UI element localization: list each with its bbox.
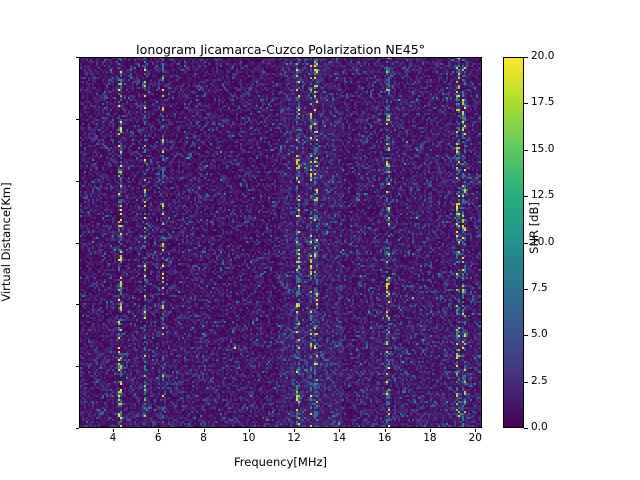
y-tick-mark bbox=[75, 243, 79, 244]
colorbar-tick-mark bbox=[524, 289, 528, 290]
y-tick-mark bbox=[75, 57, 79, 58]
x-tick-mark bbox=[430, 428, 431, 432]
x-tick-mark bbox=[385, 428, 386, 432]
x-tick-mark bbox=[249, 428, 250, 432]
x-tick-label: 16 bbox=[377, 432, 392, 444]
colorbar-tick-label: 12.5 bbox=[531, 189, 555, 202]
colorbar-tick-label: 10.0 bbox=[531, 235, 555, 248]
colorbar-tick-label: 5.0 bbox=[531, 328, 548, 341]
x-tick-label: 4 bbox=[109, 432, 117, 444]
x-axis-label: Frequency[MHz] bbox=[234, 455, 327, 469]
colorbar-tick-label: 2.5 bbox=[531, 374, 548, 387]
colorbar-tick-label: 7.5 bbox=[531, 281, 548, 294]
x-tick-mark bbox=[475, 428, 476, 432]
colorbar-tick-mark bbox=[524, 57, 528, 58]
y-tick-mark bbox=[75, 119, 79, 120]
colorbar-tick-label: 17.5 bbox=[531, 96, 555, 109]
x-tick-label: 10 bbox=[242, 432, 256, 444]
y-tick-mark bbox=[75, 428, 79, 429]
chart-title-line-1: Ionogram Jicamarca-Cuzco Polarization NE… bbox=[135, 42, 426, 57]
colorbar-gradient bbox=[504, 58, 523, 427]
colorbar-tick-mark bbox=[524, 196, 528, 197]
x-tick-label: 20 bbox=[468, 432, 482, 444]
colorbar-tick-label: 0.0 bbox=[531, 421, 548, 433]
y-tick-mark bbox=[75, 181, 79, 182]
colorbar-tick-mark bbox=[524, 150, 528, 151]
colorbar-tick-label: 20.0 bbox=[531, 50, 555, 62]
x-tick-mark bbox=[339, 428, 340, 432]
ionogram-heatmap bbox=[80, 58, 481, 427]
x-tick-label: 8 bbox=[200, 432, 207, 444]
x-tick-mark bbox=[113, 428, 114, 432]
colorbar-tick-mark bbox=[524, 428, 528, 429]
x-tick-label: 6 bbox=[154, 432, 162, 444]
x-tick-mark bbox=[204, 428, 205, 432]
x-tick-label: 12 bbox=[287, 432, 301, 444]
y-axis-label: Virtual Distance[Km] bbox=[0, 182, 13, 302]
x-tick-mark bbox=[294, 428, 295, 432]
colorbar-tick-mark bbox=[524, 103, 528, 104]
x-tick-mark bbox=[158, 428, 159, 432]
colorbar-tick-mark bbox=[524, 243, 528, 244]
colorbar-tick-mark bbox=[524, 335, 528, 336]
y-tick-mark bbox=[75, 304, 79, 305]
x-tick-label: 18 bbox=[423, 432, 437, 444]
colorbar-tick-mark bbox=[524, 382, 528, 383]
colorbar-tick-label: 15.0 bbox=[531, 142, 555, 155]
colorbar-label: SNR [dB] bbox=[527, 202, 541, 254]
x-tick-label: 14 bbox=[332, 432, 347, 444]
y-tick-mark bbox=[75, 366, 79, 367]
colorbar bbox=[503, 57, 524, 428]
plot-area bbox=[79, 57, 482, 428]
